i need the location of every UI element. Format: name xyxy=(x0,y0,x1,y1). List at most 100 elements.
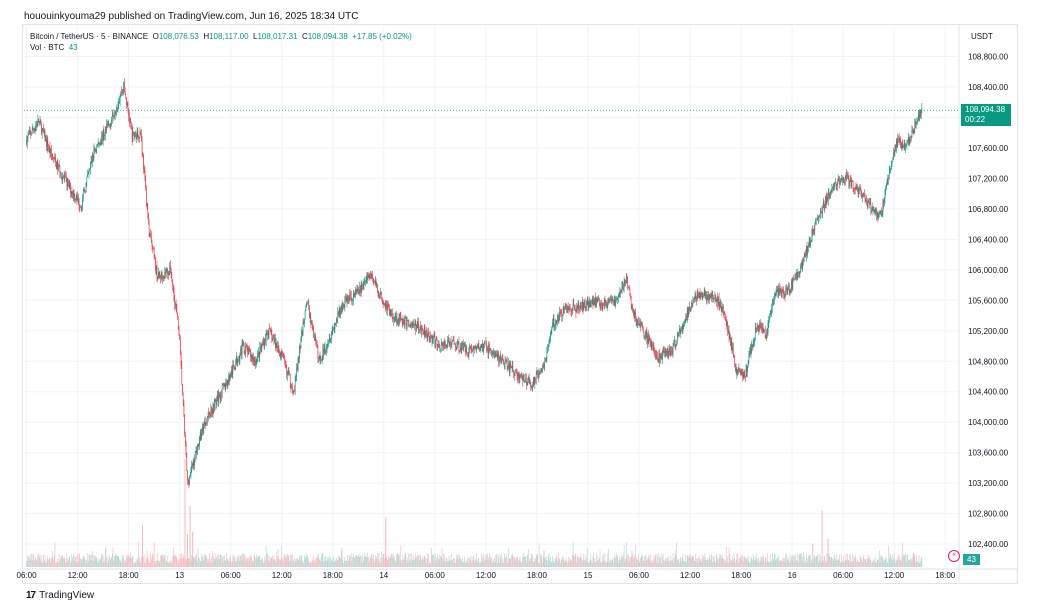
volume-bar xyxy=(725,546,727,567)
candle-body xyxy=(151,234,152,243)
candle-body xyxy=(282,352,283,355)
candle-body xyxy=(842,178,844,181)
volume-bar xyxy=(454,558,456,567)
candle-body xyxy=(599,305,601,308)
candle-body xyxy=(320,356,322,361)
volume-bar xyxy=(304,554,305,567)
volume-bar xyxy=(711,556,713,567)
chart-frame xyxy=(22,24,1018,584)
volume-bar xyxy=(555,558,557,567)
candle-body xyxy=(114,114,116,116)
volume-bar xyxy=(542,561,543,567)
candle-body xyxy=(316,344,318,347)
candle-body xyxy=(379,292,381,299)
candle-body xyxy=(424,327,426,336)
volume-bar xyxy=(355,556,356,567)
time-tick-label: 18:00 xyxy=(731,571,752,580)
volume-bar xyxy=(556,555,558,567)
volume-bar xyxy=(650,554,651,567)
volume-bar xyxy=(175,555,177,567)
volume-bar xyxy=(253,555,255,567)
candle-body xyxy=(383,303,385,306)
volume-bar xyxy=(472,555,474,567)
candle-body xyxy=(589,301,590,307)
candle-body xyxy=(481,344,482,348)
candle-body xyxy=(129,116,130,123)
candle-body xyxy=(363,284,365,286)
candle-body xyxy=(608,298,610,300)
candle-body xyxy=(635,318,637,323)
volume-bar xyxy=(528,558,530,567)
candle-body xyxy=(131,125,132,130)
volume-bar xyxy=(818,553,820,567)
volume-bar xyxy=(643,561,645,567)
candle-body xyxy=(716,296,718,301)
volume-bar xyxy=(539,562,541,567)
volume-bar xyxy=(255,554,257,567)
candle-body xyxy=(638,319,639,325)
volume-bar xyxy=(404,557,405,567)
candle-body xyxy=(407,320,409,321)
volume-bar xyxy=(222,562,224,567)
candle-body xyxy=(778,287,779,296)
candle-body xyxy=(801,262,803,269)
volume-bar xyxy=(625,542,627,567)
candle-body xyxy=(467,354,469,356)
candle-body xyxy=(102,130,104,141)
volume-bar xyxy=(178,557,180,567)
lightning-icon[interactable]: ⚡ xyxy=(948,550,960,562)
candle-body xyxy=(268,327,270,335)
volume-label[interactable]: Vol · BTC xyxy=(30,43,65,52)
candle-body xyxy=(781,290,782,297)
candle-body xyxy=(218,393,219,403)
volume-bar xyxy=(33,553,34,567)
volume-bar xyxy=(458,553,460,567)
candle-body xyxy=(657,359,659,360)
candle-body xyxy=(894,145,896,153)
volume-bar xyxy=(73,555,75,567)
volume-bar xyxy=(791,560,793,567)
candle-body xyxy=(384,303,385,305)
candle-body xyxy=(165,271,166,275)
volume-bar xyxy=(350,555,351,567)
candle-body xyxy=(545,358,547,360)
volume-bar xyxy=(521,562,522,567)
candle-body xyxy=(546,350,548,360)
volume-bar xyxy=(896,559,898,567)
volume-bar xyxy=(791,556,792,567)
volume-bar xyxy=(432,554,434,567)
volume-bar xyxy=(798,554,800,567)
volume-bar xyxy=(421,558,422,567)
candle-body xyxy=(651,345,653,348)
candle-body xyxy=(204,420,206,425)
volume-bar xyxy=(533,561,535,567)
volume-bar xyxy=(436,556,438,567)
volume-bar xyxy=(741,555,743,567)
volume-bar xyxy=(128,555,129,567)
candle-body xyxy=(798,272,800,275)
volume-bar xyxy=(475,560,477,567)
volume-bar xyxy=(776,558,777,567)
symbol-label[interactable]: Bitcoin / TetherUS · 5 · BINANCE xyxy=(30,32,149,41)
candle-body xyxy=(530,386,532,387)
volume-bar xyxy=(309,562,310,567)
candle-body xyxy=(119,100,120,104)
candle-body xyxy=(102,135,103,141)
candle-body xyxy=(451,340,453,345)
volume-bar xyxy=(808,555,810,567)
candle-body xyxy=(513,372,515,376)
candle-body xyxy=(843,178,845,182)
currency-unit[interactable]: USDT xyxy=(971,32,993,41)
candle-body xyxy=(645,334,646,339)
candle-body xyxy=(409,324,411,326)
candle-body xyxy=(757,325,758,329)
candle-body xyxy=(820,208,821,215)
candle-body xyxy=(287,371,289,372)
candle-body xyxy=(885,188,886,191)
candle-body xyxy=(762,327,763,331)
candle-body xyxy=(655,354,656,356)
candle-body xyxy=(859,188,860,191)
volume-bar xyxy=(314,562,316,567)
volume-bar xyxy=(421,560,423,567)
